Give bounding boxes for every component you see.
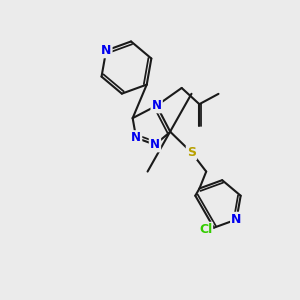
Text: N: N	[101, 44, 111, 57]
Text: Cl: Cl	[199, 223, 212, 236]
Text: N: N	[131, 131, 141, 144]
Text: N: N	[150, 138, 160, 151]
Text: S: S	[187, 146, 196, 159]
Text: N: N	[152, 99, 162, 112]
Text: N: N	[231, 213, 242, 226]
